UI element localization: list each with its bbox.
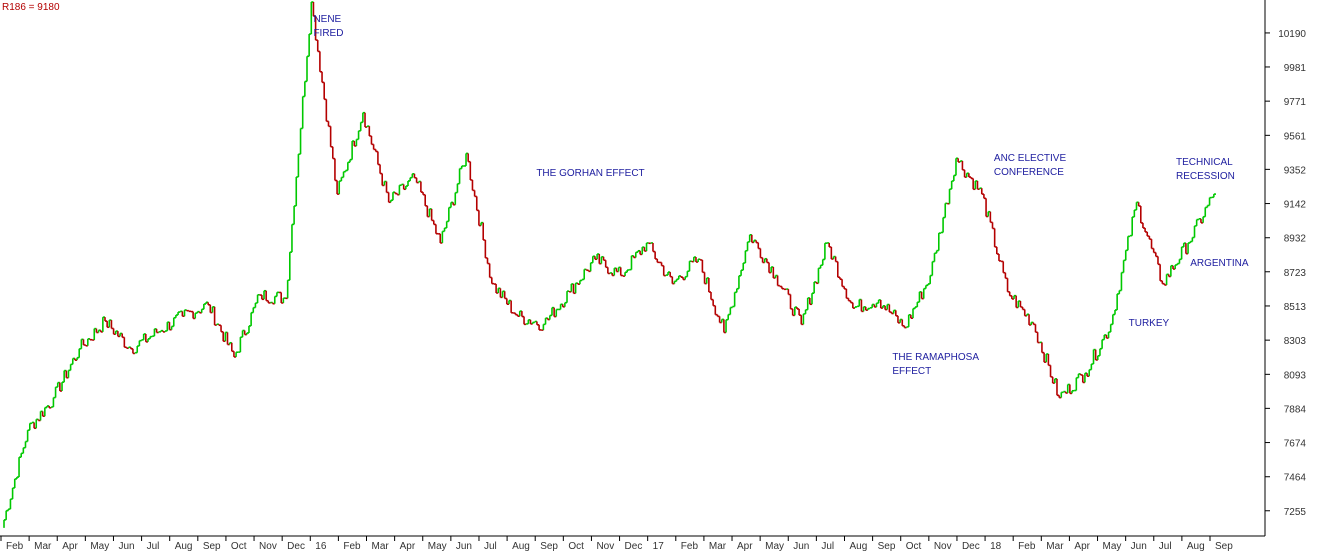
x-tick-label: Dec bbox=[625, 541, 643, 552]
x-tick-label: Mar bbox=[34, 541, 52, 552]
y-tick-label: 8723 bbox=[1284, 268, 1307, 279]
annotation-label: THE RAMAPHOSA EFFECT bbox=[892, 352, 979, 377]
x-tick-label: Mar bbox=[1046, 541, 1064, 552]
annotation-label: TECHNICAL RECESSION bbox=[1176, 157, 1235, 182]
x-axis: Feb Mar Apr May Jun Jul Aug Sep Oct Nov Dec 16 Feb Ma… bbox=[0, 535, 1265, 552]
annotation-label: ANC ELECTIVE CONFERENCE bbox=[994, 153, 1067, 178]
x-tick-label: Aug bbox=[849, 541, 867, 552]
x-tick-label: Sep bbox=[1215, 541, 1233, 552]
x-tick-label: 17 bbox=[653, 541, 665, 552]
x-tick-label: Jul bbox=[147, 541, 160, 552]
y-tick-label: 8513 bbox=[1284, 302, 1307, 313]
y-tick-label: 8932 bbox=[1284, 234, 1307, 245]
x-tick-label: Sep bbox=[540, 541, 558, 552]
y-tick-label: 7674 bbox=[1284, 439, 1307, 450]
x-tick-label: May bbox=[90, 541, 109, 552]
annotation-label: NENE FIRED bbox=[313, 14, 343, 39]
y-axis: 10190 9981 9771 9561 9352 9142 8932 8723 8513 830… bbox=[1264, 0, 1307, 536]
x-tick-label: May bbox=[765, 541, 784, 552]
x-tick-label: Nov bbox=[934, 541, 952, 552]
x-tick-label: Feb bbox=[343, 541, 361, 552]
x-tick-label: Apr bbox=[400, 541, 416, 552]
x-tick-label: Sep bbox=[878, 541, 896, 552]
x-tick-label: Jun bbox=[793, 541, 809, 552]
x-tick-label: Apr bbox=[1074, 541, 1090, 552]
series-label: R186 = 9180 bbox=[2, 2, 60, 13]
x-tick-label: Jun bbox=[456, 541, 472, 552]
x-tick-label: Mar bbox=[709, 541, 727, 552]
y-tick-label: 10190 bbox=[1278, 29, 1306, 40]
x-tick-label: Apr bbox=[737, 541, 753, 552]
x-tick-label: Mar bbox=[372, 541, 390, 552]
y-tick-label: 7464 bbox=[1284, 473, 1307, 484]
x-tick-label: May bbox=[1103, 541, 1122, 552]
x-tick-label: May bbox=[428, 541, 447, 552]
y-tick-label: 9142 bbox=[1284, 200, 1307, 211]
x-tick-label: Apr bbox=[62, 541, 78, 552]
y-tick-label: 9352 bbox=[1284, 165, 1307, 176]
x-tick-label: Aug bbox=[512, 541, 530, 552]
x-tick-label: Dec bbox=[287, 541, 305, 552]
x-tick-label: Jul bbox=[1159, 541, 1172, 552]
x-tick-label: Feb bbox=[681, 541, 699, 552]
x-tick-label: Oct bbox=[906, 541, 922, 552]
x-tick-label: 18 bbox=[990, 541, 1002, 552]
x-tick-label: Feb bbox=[1018, 541, 1036, 552]
annotation-label: ARGENTINA bbox=[1190, 258, 1249, 269]
y-tick-label: 8093 bbox=[1284, 370, 1307, 381]
x-tick-label: Nov bbox=[259, 541, 277, 552]
y-tick-label: 7884 bbox=[1284, 404, 1307, 415]
x-tick-label: Sep bbox=[203, 541, 221, 552]
y-tick-label: 9981 bbox=[1284, 63, 1307, 74]
x-tick-label: Aug bbox=[175, 541, 193, 552]
y-tick-label: 8303 bbox=[1284, 336, 1307, 347]
x-tick-label: 16 bbox=[315, 541, 327, 552]
annotation-label: THE GORHAN EFFECT bbox=[536, 168, 644, 179]
price-line bbox=[3, 1, 1216, 528]
annotation-label: TURKEY bbox=[1129, 318, 1170, 329]
x-tick-label: Feb bbox=[6, 541, 24, 552]
y-tick-label: 7255 bbox=[1284, 507, 1307, 518]
x-tick-label: Nov bbox=[596, 541, 614, 552]
x-tick-label: Oct bbox=[231, 541, 247, 552]
x-tick-label: Jul bbox=[821, 541, 834, 552]
y-tick-label: 9561 bbox=[1284, 131, 1307, 142]
annotations: NENE FIRED THE GORHAN EFFECT THE RAMAPHOSA E… bbox=[313, 14, 1248, 377]
x-tick-label: Dec bbox=[962, 541, 980, 552]
x-tick-label: Jun bbox=[118, 541, 134, 552]
x-tick-label: Aug bbox=[1187, 541, 1205, 552]
x-tick-label: Jul bbox=[484, 541, 497, 552]
y-tick-label: 9771 bbox=[1284, 97, 1307, 108]
x-tick-label: Jun bbox=[1131, 541, 1147, 552]
x-tick-label: Oct bbox=[568, 541, 584, 552]
